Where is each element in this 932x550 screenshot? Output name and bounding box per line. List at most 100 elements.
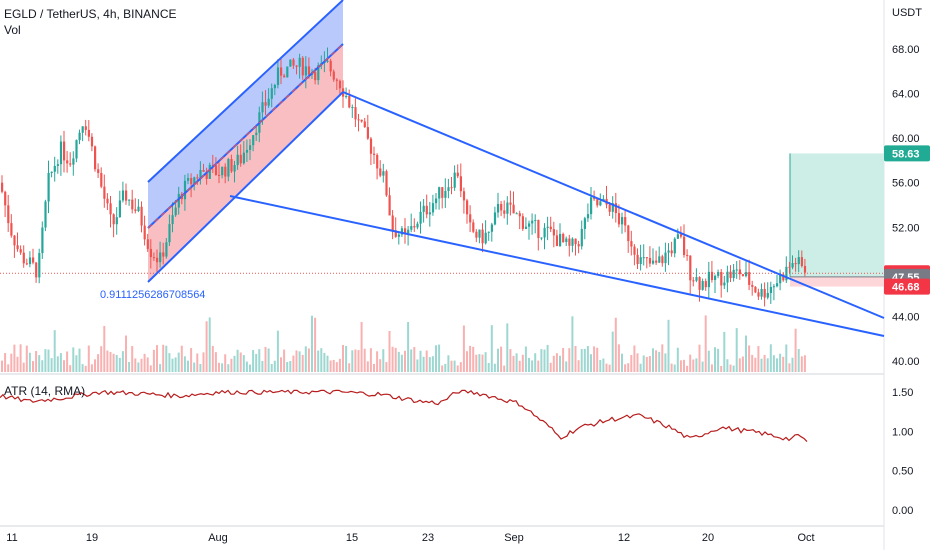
candle-body (766, 292, 769, 298)
volume-bar (596, 347, 599, 372)
atr-indicator-label[interactable]: ATR (14, RMA) (4, 384, 86, 398)
candle-body (227, 159, 230, 177)
volume-bar (177, 352, 180, 372)
volume-bar (695, 358, 698, 372)
volume-bar (56, 356, 59, 372)
candle-body (360, 119, 363, 122)
candle-body (143, 225, 146, 240)
candle-body (230, 159, 233, 172)
candle-body (1, 182, 4, 192)
candle-body (630, 241, 633, 247)
volume-bar (493, 363, 496, 372)
volume-bar (435, 345, 437, 372)
candle-body (633, 246, 636, 255)
volume-bar (180, 345, 183, 372)
candle-body (562, 233, 565, 243)
candle-body (621, 217, 624, 225)
volume-bar (583, 348, 586, 372)
volume-bar (354, 349, 357, 372)
candle-body (599, 201, 602, 206)
candle-body (648, 258, 652, 264)
volume-bar (540, 349, 543, 372)
volume-bar (788, 363, 791, 372)
candle-body (159, 252, 162, 263)
symbol-title[interactable]: EGLD / TetherUS, 4h, BINANCE (4, 7, 177, 21)
volume-bar (590, 354, 592, 372)
candle-body (264, 102, 267, 106)
volume-bar (245, 361, 248, 372)
symbol-legend: EGLD / TetherUS, 4h, BINANCE Vol (4, 6, 177, 38)
price-tick: 44.00 (892, 311, 920, 323)
axis-layer: USDT68.0064.0060.0056.0052.0048.0044.004… (6, 7, 930, 544)
volume-bar (227, 364, 230, 372)
volume-bar (81, 364, 84, 372)
candle-body (453, 172, 456, 188)
volume-bar (270, 363, 273, 372)
time-tick: 12 (618, 532, 630, 544)
candle-body (242, 152, 245, 164)
candle-body (394, 230, 397, 237)
volume-bar (428, 357, 431, 372)
volume-bar (32, 361, 34, 372)
candle-body (639, 257, 642, 265)
candle-body (190, 178, 193, 185)
volume-bar (611, 331, 614, 372)
candles-layer (1, 47, 807, 307)
candle-body (193, 177, 196, 185)
time-tick: Oct (797, 532, 814, 544)
candle-body (214, 165, 218, 175)
volume-bar (97, 354, 100, 372)
volume-bar (115, 354, 118, 372)
volume-bar (4, 353, 7, 372)
candle-body (255, 132, 258, 136)
volume-bar (211, 345, 214, 372)
volume-bar (69, 365, 72, 372)
candle-body (493, 212, 497, 225)
candle-body (537, 219, 540, 238)
volume-label[interactable]: Vol (4, 23, 21, 37)
candle-body (162, 252, 165, 257)
volume-bar (72, 347, 75, 372)
volume-bar (549, 362, 552, 372)
volume-bar (100, 346, 103, 372)
trendline-2 (147, 43, 344, 229)
price-tick: 40.00 (892, 356, 920, 368)
volume-bar (692, 359, 695, 372)
candle-body (22, 252, 25, 264)
candle-body (431, 203, 435, 213)
candle-body (583, 218, 586, 229)
volume-bar (345, 345, 348, 372)
candle-body (307, 66, 311, 75)
volume-bar (233, 355, 236, 372)
candle-body (797, 257, 800, 265)
candle-body (695, 277, 698, 281)
candle-body (707, 271, 710, 288)
candle-body (81, 126, 84, 133)
volume-bar (16, 356, 19, 372)
candle-body (683, 236, 686, 256)
volume-bar (7, 364, 10, 372)
price-tick: 64.00 (892, 89, 920, 101)
volume-bar (717, 348, 720, 372)
candle-body (559, 233, 562, 247)
candle-body (140, 206, 143, 226)
candle-body (369, 138, 373, 154)
candle-body (760, 288, 763, 297)
candle-body (667, 250, 670, 253)
candle-body (500, 203, 503, 211)
candle-body (518, 213, 521, 217)
price-tick: 52.00 (892, 222, 920, 234)
volume-bar (642, 355, 645, 372)
volume-bar (779, 353, 782, 372)
volume-bar (431, 356, 434, 372)
volume-bar (543, 349, 546, 372)
candle-body (754, 286, 757, 293)
volume-bar (373, 363, 375, 372)
volume-bar (645, 356, 648, 372)
candle-body (720, 272, 723, 286)
trendline-4 (342, 91, 885, 319)
candle-body (425, 205, 428, 215)
volume-bar (391, 346, 394, 372)
candle-body (698, 277, 701, 290)
